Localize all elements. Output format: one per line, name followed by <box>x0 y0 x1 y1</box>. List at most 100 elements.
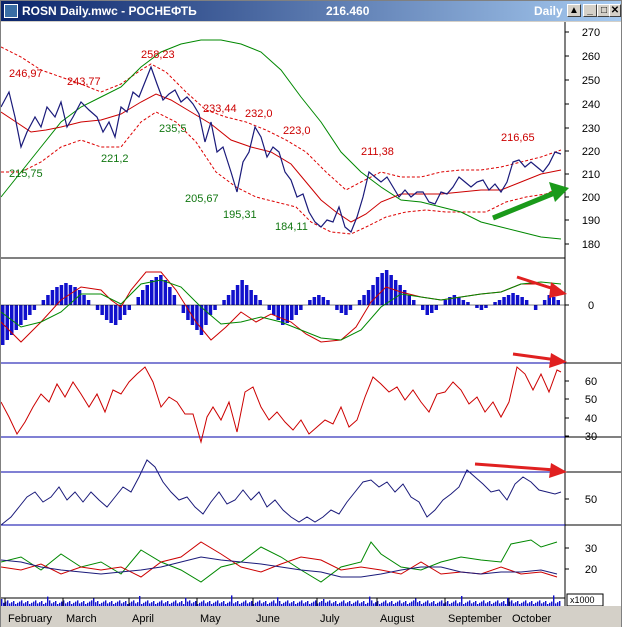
price-annotation-red: 233,44 <box>203 103 237 115</box>
volume-bar <box>121 603 123 606</box>
volume-bar <box>117 601 119 606</box>
volume-bar <box>415 598 417 606</box>
volume-bar <box>221 602 223 606</box>
volume-bar <box>481 601 483 606</box>
chart-area[interactable]: 270 260 250 240 230 220 210 200 190 180 0 60 50 40 3… <box>1 22 621 627</box>
close-button[interactable]: ✕ <box>609 4 621 17</box>
volume-bar <box>93 598 95 606</box>
volume-bar <box>337 604 339 606</box>
volume-bar <box>113 604 115 606</box>
volume-bar <box>419 601 421 606</box>
volume-bar <box>45 602 47 606</box>
month-label: April <box>132 613 154 625</box>
volume-bar <box>233 603 235 606</box>
volume-bar <box>395 602 397 606</box>
macd-histogram-bar <box>362 295 366 305</box>
macd-signal-line <box>1 279 562 341</box>
volume-bar <box>449 604 451 606</box>
month-label: July <box>320 613 340 625</box>
macd-histogram-bar <box>285 305 289 323</box>
volume-bar <box>297 602 299 606</box>
month-label: May <box>200 613 221 625</box>
volume-bar <box>345 603 347 606</box>
volume-bar <box>107 603 109 606</box>
volume-bar <box>363 601 365 606</box>
price-annotation-green: 221,2 <box>101 153 129 165</box>
volume-bar <box>231 595 233 606</box>
oscillator-line <box>1 459 562 526</box>
volume-bar <box>511 600 513 606</box>
macd-histogram-bar <box>339 305 344 313</box>
volume-bar <box>39 602 41 606</box>
volume-bar <box>457 603 459 606</box>
time-axis-background <box>1 606 621 627</box>
volume-bar <box>447 601 449 606</box>
volume-bar <box>179 602 181 606</box>
volume-bar <box>381 602 383 606</box>
volume-bar <box>261 603 263 606</box>
price-annotation-green: 215,75 <box>9 168 43 180</box>
volume-bar <box>437 602 439 606</box>
dmi-axis-tick-label: 30 <box>585 543 597 555</box>
volume-bar <box>239 604 241 606</box>
price-axis-tick-label: 200 <box>582 192 600 204</box>
macd-histogram-bar <box>28 305 32 315</box>
price-annotation-red: 232,0 <box>245 108 273 120</box>
volume-bar <box>335 601 337 606</box>
volume-bar <box>215 601 217 606</box>
volume-bar <box>405 601 407 606</box>
price-axis-tick-label: 240 <box>582 99 600 111</box>
macd-histogram-bar <box>524 300 529 305</box>
volume-bar <box>97 601 99 606</box>
month-label: June <box>256 613 280 625</box>
volume-bar <box>87 602 89 606</box>
macd-histogram-bar <box>321 297 326 305</box>
title-bar[interactable]: ROSN Daily.mwc - РОСНЕФТЬ 216.460 Daily … <box>1 1 621 21</box>
volume-bar <box>435 604 437 606</box>
macd-histogram-bar <box>122 305 127 315</box>
macd-histogram-bar <box>276 305 280 320</box>
volume-bar <box>351 604 353 606</box>
macd-histogram-bar <box>299 305 303 310</box>
price-annotation-green: 195,31 <box>223 209 257 221</box>
volume-bar <box>493 602 495 606</box>
rsi-axis: 60 50 40 30 <box>565 376 597 443</box>
volume-bar <box>217 600 219 606</box>
macd-histogram-bar <box>86 300 91 305</box>
price-annotation-red: 246,97 <box>9 68 43 80</box>
volume-bar <box>189 600 191 606</box>
volume-bar <box>317 603 319 606</box>
volume-bar <box>43 604 45 606</box>
macd-histogram-bar <box>186 305 190 320</box>
macd-histogram-bar <box>240 280 244 305</box>
macd-histogram-bar <box>23 305 28 320</box>
volume-bar <box>255 602 257 606</box>
volume-bar <box>1 599 3 606</box>
macd-histogram-bar <box>226 295 231 305</box>
volume-bar <box>95 602 97 606</box>
macd-histogram-bar <box>204 305 208 325</box>
volume-bar <box>529 602 531 606</box>
volume-bar <box>491 604 493 606</box>
volume-bar <box>513 603 515 606</box>
volume-bar <box>273 600 275 606</box>
volume-bar <box>241 602 243 606</box>
volume-bar <box>341 601 343 606</box>
volume-bar <box>9 603 11 606</box>
macd-histogram-bar <box>281 305 285 325</box>
volume-bar <box>283 602 285 606</box>
volume-bar <box>279 601 281 606</box>
volume-bar <box>517 601 519 606</box>
volume-bar <box>15 604 17 606</box>
price-annotation-green: 235,5 <box>159 123 187 135</box>
volume-bar <box>187 601 189 606</box>
volume-bar <box>299 601 301 606</box>
volume-bar <box>309 604 311 606</box>
scroll-up-button[interactable]: ▲ <box>567 4 581 17</box>
volume-bar <box>235 602 237 606</box>
volume-bar <box>199 602 201 606</box>
volume-bar <box>237 601 239 606</box>
minimize-button[interactable]: _ <box>583 4 597 17</box>
volume-bar <box>229 601 231 606</box>
macd-histogram-bar <box>461 300 466 305</box>
